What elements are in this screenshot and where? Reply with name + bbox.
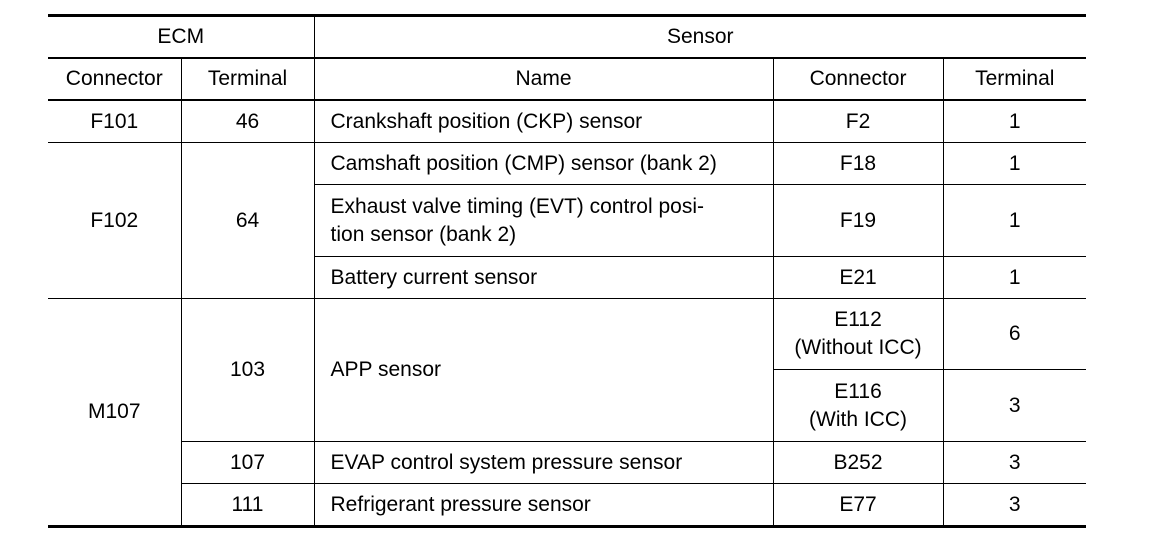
sensor-connector-cell: F19 bbox=[772, 184, 944, 257]
ecm-terminal-cell: 64 bbox=[180, 142, 315, 299]
sensor-connector-line-1: E112 bbox=[834, 308, 882, 331]
sensor-name-cell: Refrigerant pressure sensor bbox=[313, 483, 774, 527]
header-sensor-terminal: Terminal bbox=[942, 57, 1087, 101]
sensor-connector-cell: E116 (With ICC) bbox=[773, 369, 944, 442]
ecm-connector-cell: F102 bbox=[48, 142, 182, 299]
sensor-connector-line-1: E116 bbox=[834, 379, 882, 403]
sensor-terminal-cell: 1 bbox=[942, 256, 1087, 299]
sensor-name-cell: Exhaust valve timing (EVT) control posi-… bbox=[314, 184, 774, 257]
header-sensor-connector: Connector bbox=[772, 57, 944, 101]
table-row: M107 103 APP sensor E112 (Without ICC) 6 bbox=[48, 298, 1087, 527]
sensor-name-cell: Battery current sensor bbox=[314, 256, 774, 299]
sensor-name-cell: Crankshaft position (CKP) sensor bbox=[313, 99, 774, 143]
ecm-terminal-cell: 107 bbox=[181, 441, 315, 484]
sensor-connector-line-2: (Without ICC) bbox=[794, 336, 922, 359]
table-row: Battery current sensor E21 1 bbox=[48, 256, 1087, 299]
sensor-terminal-cell: 3 bbox=[942, 483, 1087, 527]
ecm-connector-cell: M107 bbox=[48, 298, 182, 527]
connector-table: ECM Sensor Connector Terminal Name Conne… bbox=[48, 14, 1087, 528]
sensor-terminal-cell: 3 bbox=[942, 441, 1087, 484]
table-row: F102 64 Camshaft position (CMP) sensor (… bbox=[48, 142, 1087, 299]
sensor-connector-cell: F18 bbox=[772, 142, 944, 185]
sensor-name-cell: EVAP control system pressure sensor bbox=[313, 441, 774, 484]
sensor-connector-line-2: (With ICC) bbox=[809, 407, 908, 431]
sensor-name-cell: APP sensor bbox=[313, 298, 774, 442]
sensor-connector-cell: B252 bbox=[772, 441, 944, 484]
sensor-name-line-1: Exhaust valve timing (EVT) control posi- bbox=[330, 194, 704, 218]
table-row: 107 EVAP control system pressure sensor … bbox=[48, 441, 1087, 484]
header-ecm: ECM bbox=[48, 15, 315, 59]
sensor-terminal-cell: 6 bbox=[942, 298, 1087, 370]
header-name: Name bbox=[313, 57, 774, 101]
sensor-connector-cell: E77 bbox=[772, 483, 944, 527]
sensor-name-line-2: tion sensor (bank 2) bbox=[330, 222, 517, 246]
header-row-columns: Connector Terminal Name Connector Termin… bbox=[48, 57, 1087, 101]
sensor-connector-cell: F2 bbox=[772, 99, 944, 143]
table-row: E116 (With ICC) 3 bbox=[48, 369, 1087, 442]
ecm-terminal-cell: 46 bbox=[180, 99, 315, 143]
sensor-name-cell: Camshaft position (CMP) sensor (bank 2) bbox=[313, 142, 774, 185]
header-ecm-terminal: Terminal bbox=[180, 57, 315, 101]
table-row: F101 46 Crankshaft position (CKP) sensor… bbox=[48, 99, 1087, 143]
header-sensor: Sensor bbox=[313, 15, 1087, 59]
table-row: Exhaust valve timing (EVT) control posi-… bbox=[48, 184, 1087, 257]
sensor-terminal-cell: 1 bbox=[942, 99, 1087, 143]
ecm-connector-cell: F101 bbox=[48, 99, 182, 143]
ecm-terminal-cell: 111 bbox=[181, 483, 315, 527]
header-ecm-connector: Connector bbox=[48, 57, 182, 101]
sensor-connector-cell: E21 bbox=[772, 256, 944, 299]
sensor-connector-cell: E112 (Without ICC) bbox=[772, 298, 944, 370]
ecm-terminal-cell: 103 bbox=[180, 298, 315, 442]
header-row-top: ECM Sensor bbox=[48, 15, 1087, 59]
sensor-terminal-cell: 1 bbox=[942, 142, 1087, 185]
sensor-terminal-cell: 3 bbox=[942, 369, 1087, 442]
table-row: 111 Refrigerant pressure sensor E77 3 bbox=[48, 483, 1087, 527]
sensor-terminal-cell: 1 bbox=[942, 184, 1087, 257]
